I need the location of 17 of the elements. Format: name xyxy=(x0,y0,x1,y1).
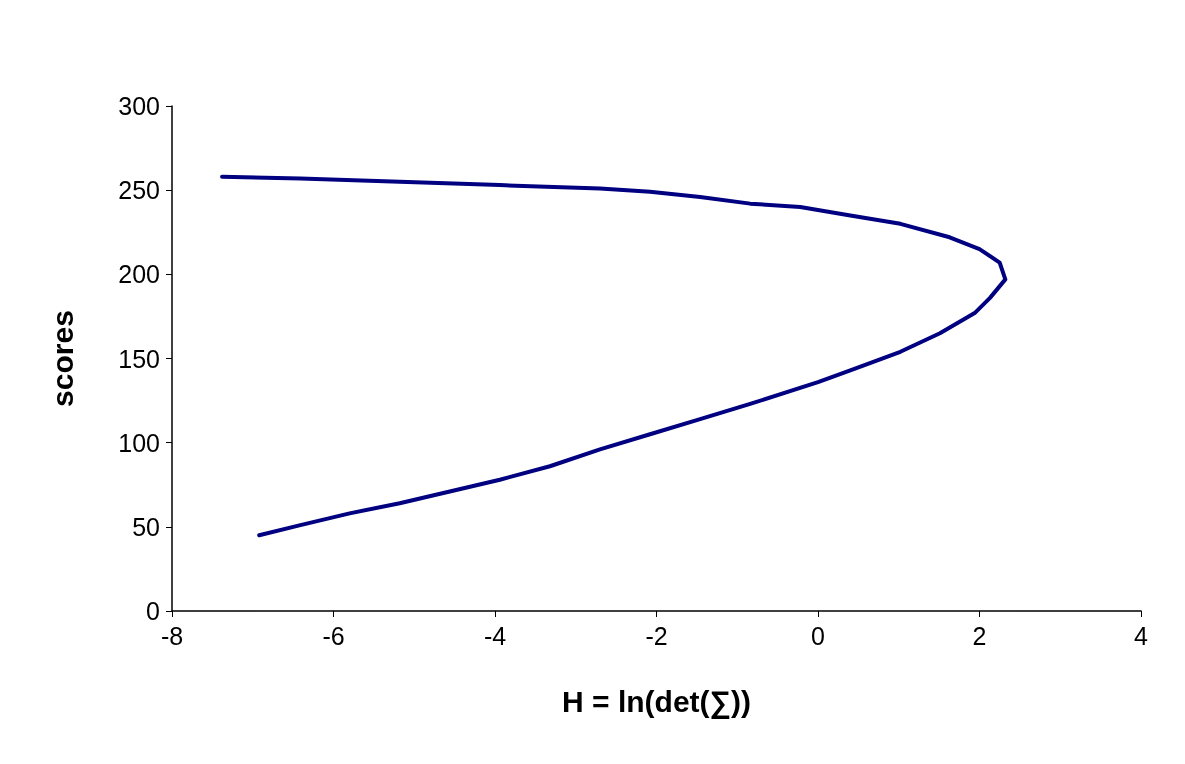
line-series xyxy=(220,174,1008,538)
x-tick-label: 0 xyxy=(811,621,825,650)
y-axis-title: scores xyxy=(45,310,79,407)
y-tick-label: 300 xyxy=(118,92,160,120)
x-tick-label: -6 xyxy=(322,621,345,650)
y-tick-label: 200 xyxy=(118,260,160,289)
y-tick-label: 100 xyxy=(118,428,160,457)
x-tick-label: 4 xyxy=(1134,621,1149,650)
y-tick-label: 50 xyxy=(132,512,160,541)
y-tick-label: 0 xyxy=(146,597,160,625)
y-tick-label: 150 xyxy=(118,344,160,373)
y-tick-label: 250 xyxy=(118,176,160,205)
x-tick-label: -8 xyxy=(160,621,184,650)
x-tick-label: 2 xyxy=(972,621,987,650)
x-tick-label: -4 xyxy=(483,621,507,650)
x-tick-label: -2 xyxy=(645,621,668,650)
x-axis-title: H = ln(det(∑)) xyxy=(562,684,751,719)
